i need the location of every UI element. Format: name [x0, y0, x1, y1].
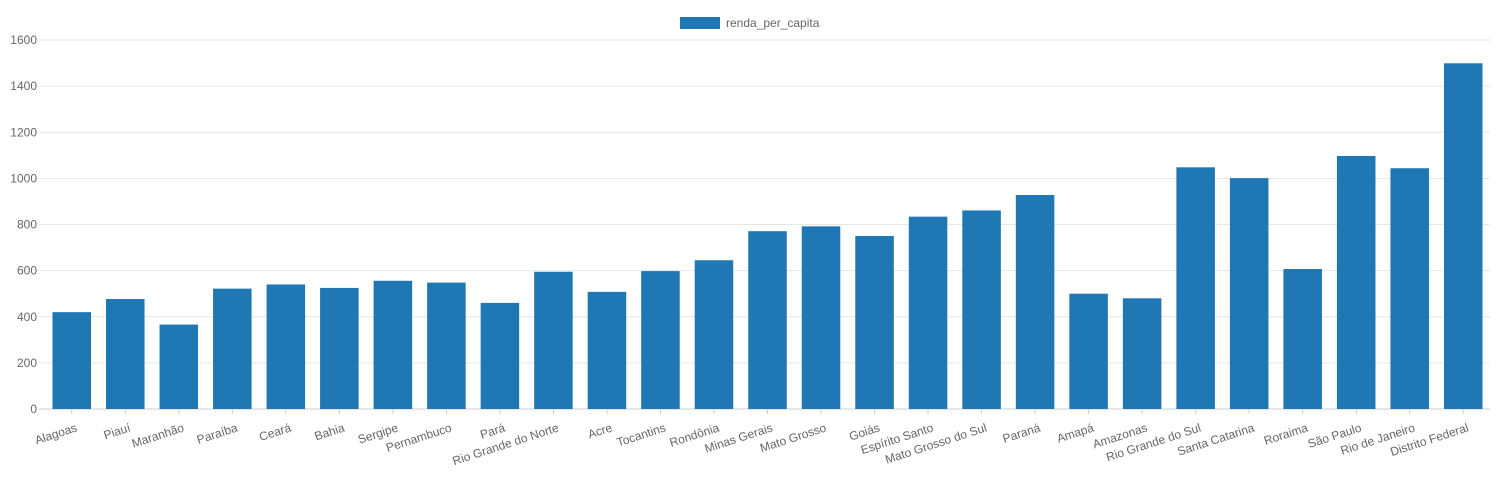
- y-tick-label-800: 800: [17, 218, 37, 232]
- legend-swatch-renda-per-capita[interactable]: [680, 17, 720, 29]
- y-tick-label-1600: 1600: [10, 33, 37, 47]
- bar-piaui[interactable]: [106, 298, 145, 409]
- bar-minas-gerais[interactable]: [748, 231, 787, 409]
- y-tick-label-200: 200: [17, 356, 37, 370]
- bar-paraiba[interactable]: [213, 288, 252, 409]
- bar-para[interactable]: [480, 302, 520, 409]
- x-tick-label-acre: Acre: [586, 420, 614, 441]
- bar-acre[interactable]: [587, 291, 627, 409]
- x-tick-label-rio-grande-do-norte: Rio Grande do Norte: [451, 420, 561, 468]
- bar-rio-grande-do-sul[interactable]: [1176, 167, 1215, 409]
- x-tick-label-maranhao: Maranhão: [130, 420, 186, 450]
- x-tick-label-roraima: Roraima: [1262, 420, 1310, 447]
- bar-mato-grosso[interactable]: [801, 226, 841, 409]
- bar-sao-paulo[interactable]: [1336, 156, 1376, 409]
- legend[interactable]: renda_per_capita: [680, 16, 820, 30]
- bar-pernambuco[interactable]: [427, 282, 466, 409]
- x-tick-label-alagoas: Alagoas: [33, 421, 79, 448]
- bar-ceara[interactable]: [266, 284, 306, 409]
- x-tick-label-bahia: Bahia: [313, 420, 347, 443]
- x-tick-label-paraiba: Paraíba: [195, 420, 240, 446]
- bar-alagoas[interactable]: [52, 312, 92, 409]
- bar-goias[interactable]: [855, 236, 894, 409]
- bar-amazonas[interactable]: [1122, 298, 1162, 409]
- legend-label-renda-per-capita[interactable]: renda_per_capita: [726, 16, 820, 30]
- x-tick-label-tocantins: Tocantins: [615, 421, 668, 450]
- bar-maranhao[interactable]: [159, 324, 199, 409]
- bar-parana[interactable]: [1015, 194, 1055, 409]
- bar-sergipe[interactable]: [373, 280, 413, 409]
- bar-bahia[interactable]: [320, 287, 359, 409]
- x-tick-label-ceara: Ceará: [257, 420, 293, 444]
- y-tick-label-0: 0: [30, 402, 37, 416]
- x-tick-label-parana: Paraná: [1001, 420, 1042, 445]
- bar-rio-grande-do-norte[interactable]: [534, 271, 573, 409]
- bar-distrito-federal[interactable]: [1443, 63, 1483, 410]
- bar-rondonia[interactable]: [694, 260, 734, 409]
- bar-espirito-santo[interactable]: [908, 216, 948, 409]
- y-tick-label-400: 400: [17, 310, 37, 324]
- y-tick-label-1000: 1000: [10, 171, 37, 185]
- y-tick-label-1400: 1400: [10, 79, 37, 93]
- bar-series: [52, 63, 1483, 410]
- y-tick-label-1200: 1200: [10, 125, 37, 139]
- x-tick-label-piaui: Piauí: [102, 420, 133, 442]
- bar-amapa[interactable]: [1069, 293, 1108, 409]
- y-axis-ticks: 0 200 400 600 800 1000 1200 1400 1600: [10, 33, 37, 416]
- bar-tocantins[interactable]: [641, 271, 680, 409]
- bar-santa-catarina[interactable]: [1229, 178, 1269, 409]
- bar-roraima[interactable]: [1283, 269, 1322, 409]
- y-tick-label-600: 600: [17, 264, 37, 278]
- bar-rio-de-janeiro[interactable]: [1390, 168, 1429, 409]
- bar-mato-grosso-do-sul[interactable]: [962, 210, 1001, 409]
- x-tick-label-amapa: Amapá: [1055, 420, 1096, 445]
